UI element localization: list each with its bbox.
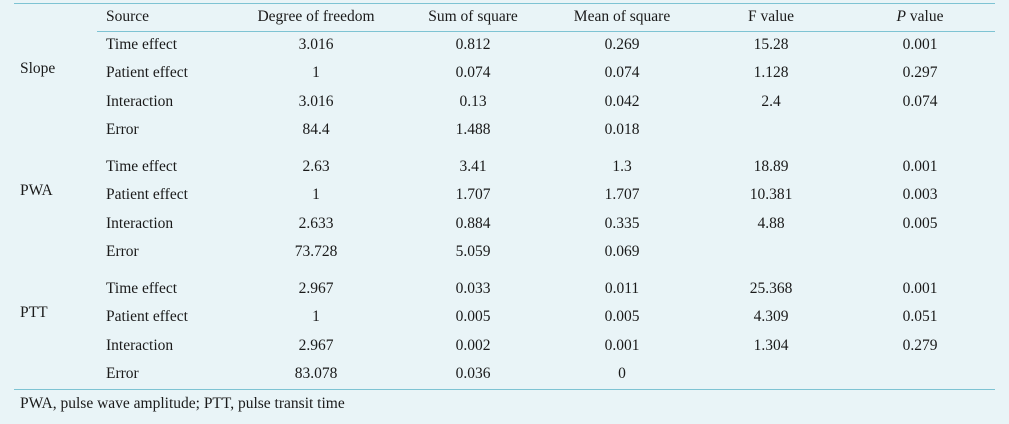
row-source: Patient effect (106, 186, 188, 203)
row-ss: 0.005 (455, 308, 491, 325)
row-source: Interaction (106, 215, 174, 232)
row-df: 83.078 (294, 365, 338, 382)
header-p-letter: P (896, 8, 907, 25)
row-source: Error (106, 243, 139, 260)
group-label-slope: Slope (20, 60, 56, 77)
row-ms: 0.001 (604, 337, 640, 354)
header-p-rest: value (906, 8, 944, 25)
row-source: Error (106, 121, 139, 138)
row-p: 0.003 (902, 186, 938, 203)
row-df: 1 (312, 308, 320, 325)
footnote-rule (14, 389, 995, 390)
row-source: Interaction (106, 337, 174, 354)
row-df: 1 (312, 186, 320, 203)
row-p: 0.051 (902, 308, 938, 325)
row-f: 18.89 (753, 158, 789, 175)
row-ms: 0.005 (604, 308, 640, 325)
row-source: Time effect (106, 280, 178, 297)
table-footnote: PWA, pulse wave amplitude; PTT, pulse tr… (20, 395, 345, 412)
group-label-ptt: PTT (20, 304, 48, 321)
row-f: 1.304 (753, 337, 789, 354)
top-rule (14, 3, 995, 4)
row-source: Patient effect (106, 64, 188, 81)
row-ss: 5.059 (455, 243, 491, 260)
row-ss: 1.488 (455, 121, 491, 138)
header-rule (97, 31, 995, 32)
row-f: 15.28 (753, 36, 789, 53)
row-df: 3.016 (298, 36, 334, 53)
row-df: 1 (312, 64, 320, 81)
row-p: 0.001 (902, 280, 938, 297)
row-p: 0.074 (902, 93, 938, 110)
row-ss: 0.884 (455, 215, 491, 232)
row-source: Patient effect (106, 308, 188, 325)
row-ms: 0 (618, 365, 626, 382)
row-df: 2.967 (298, 337, 334, 354)
row-p: 0.001 (902, 158, 938, 175)
row-p: 0.005 (902, 215, 938, 232)
group-label-pwa: PWA (20, 182, 53, 199)
row-ms: 1.707 (604, 186, 640, 203)
row-source: Error (106, 365, 139, 382)
header-mean-of-square: Mean of square (573, 8, 671, 25)
row-source: Time effect (106, 158, 178, 175)
row-f: 25.368 (749, 280, 793, 297)
row-ss: 0.036 (455, 365, 491, 382)
row-ms: 0.042 (604, 93, 640, 110)
row-p: 0.279 (902, 337, 938, 354)
row-ms: 0.069 (604, 243, 640, 260)
row-ms: 0.011 (604, 280, 640, 297)
row-ss: 1.707 (455, 186, 491, 203)
row-df: 84.4 (302, 121, 330, 138)
row-df: 3.016 (298, 93, 334, 110)
row-p: 0.001 (902, 36, 938, 53)
row-df: 2.967 (298, 280, 334, 297)
row-df: 2.633 (298, 215, 334, 232)
row-source: Interaction (106, 93, 174, 110)
header-p-value: P value (897, 7, 944, 27)
row-ms: 0.018 (604, 121, 640, 138)
row-ms: 0.269 (604, 36, 640, 53)
row-ms: 1.3 (612, 158, 632, 175)
row-df: 2.63 (302, 158, 330, 175)
row-f: 2.4 (761, 93, 781, 110)
row-ss: 3.41 (459, 158, 487, 175)
anova-table: Source Degree of freedom Sum of square M… (20, 7, 944, 382)
header-source: Source (106, 8, 150, 25)
row-df: 73.728 (294, 243, 338, 260)
header-degree-of-freedom: Degree of freedom (257, 8, 375, 25)
row-f: 4.88 (757, 215, 785, 232)
row-source: Time effect (106, 36, 178, 53)
row-ms: 0.335 (604, 215, 640, 232)
row-p: 0.297 (902, 64, 938, 81)
row-ss: 0.812 (455, 36, 491, 53)
header-f-value: F value (747, 8, 795, 25)
row-ms: 0.074 (604, 64, 640, 81)
row-ss: 0.074 (455, 64, 491, 81)
row-f: 4.309 (753, 308, 789, 325)
row-f: 10.381 (749, 186, 793, 203)
row-ss: 0.033 (455, 280, 491, 297)
header-sum-of-square: Sum of square (428, 8, 518, 25)
row-f: 1.128 (753, 64, 789, 81)
row-ss: 0.13 (459, 93, 487, 110)
row-ss: 0.002 (455, 337, 491, 354)
